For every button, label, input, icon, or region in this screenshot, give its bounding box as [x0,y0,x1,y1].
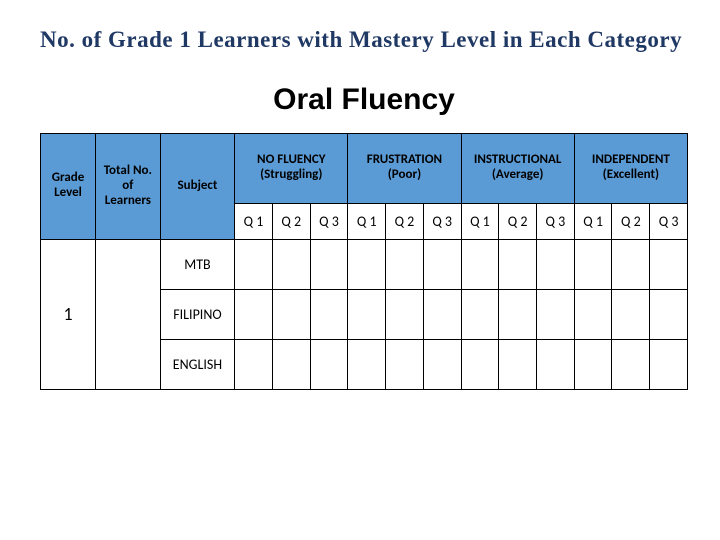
data-cell [272,289,310,339]
data-cell [612,339,650,389]
col-quarter-5: Q 3 [423,203,461,239]
data-cell [537,289,575,339]
data-cell [461,339,499,389]
col-quarter-4: Q 2 [386,203,424,239]
data-cell [310,289,348,339]
data-cell [650,339,688,389]
data-cell [574,239,612,289]
data-cell [499,239,537,289]
data-cell [499,289,537,339]
data-cell [423,239,461,289]
page-title: No. of Grade 1 Learners with Mastery Lev… [40,26,688,55]
data-cell [348,339,386,389]
col-quarter-1: Q 2 [272,203,310,239]
col-group-0: NO FLUENCY(Struggling) [235,133,348,203]
total-learners-cell [96,239,161,389]
data-cell [612,239,650,289]
data-cell [612,289,650,339]
col-group-3: INDEPENDENT(Excellent) [574,133,687,203]
data-cell [272,339,310,389]
col-quarter-9: Q 1 [574,203,612,239]
data-cell [272,239,310,289]
col-quarter-3: Q 1 [348,203,386,239]
subject-cell: FILIPINO [160,289,234,339]
col-group-1: FRUSTRATION(Poor) [348,133,461,203]
data-cell [423,289,461,339]
col-quarter-6: Q 1 [461,203,499,239]
col-quarter-2: Q 3 [310,203,348,239]
subject-cell: ENGLISH [160,339,234,389]
mastery-table: GradeLevelTotal No.ofLearnersSubjectNO F… [40,133,688,390]
data-cell [386,239,424,289]
data-cell [235,289,273,339]
section-subtitle: Oral Fluency [40,83,688,117]
col-quarter-8: Q 3 [537,203,575,239]
col-group-2: INSTRUCTIONAL(Average) [461,133,574,203]
data-cell [235,239,273,289]
data-cell [386,289,424,339]
col-total-learners: Total No.ofLearners [96,133,161,239]
col-grade-level: GradeLevel [41,133,96,239]
col-quarter-0: Q 1 [235,203,273,239]
col-quarter-11: Q 3 [650,203,688,239]
col-subject: Subject [160,133,234,239]
col-quarter-7: Q 2 [499,203,537,239]
col-quarter-10: Q 2 [612,203,650,239]
data-cell [386,339,424,389]
data-cell [348,289,386,339]
grade-level-cell: 1 [41,239,96,389]
data-cell [235,339,273,389]
data-cell [499,339,537,389]
data-cell [574,339,612,389]
data-cell [423,339,461,389]
data-cell [461,289,499,339]
data-cell [574,289,612,339]
data-cell [348,239,386,289]
subject-cell: MTB [160,239,234,289]
data-cell [310,339,348,389]
data-cell [537,339,575,389]
table-row: 1MTB [41,239,688,289]
data-cell [461,239,499,289]
data-cell [650,239,688,289]
data-cell [537,239,575,289]
data-cell [650,289,688,339]
data-cell [310,239,348,289]
